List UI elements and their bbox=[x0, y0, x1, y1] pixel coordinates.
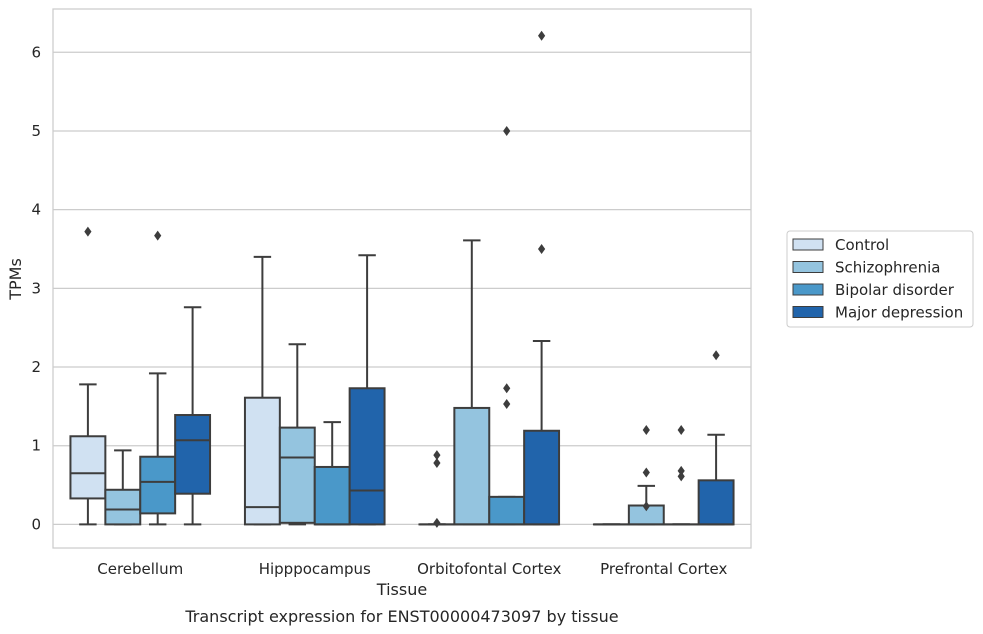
outlier-marker bbox=[677, 471, 685, 482]
box-bipolar-disorder-1 bbox=[313, 421, 351, 526]
x-axis-label: Tissue bbox=[376, 580, 427, 599]
box-major-depression-3 bbox=[697, 350, 735, 526]
box-body bbox=[313, 465, 351, 526]
chart-caption: Transcript expression for ENST0000047309… bbox=[184, 607, 618, 626]
y-tick-label: 1 bbox=[31, 437, 41, 455]
outlier-marker bbox=[538, 30, 546, 41]
y-tick-label: 5 bbox=[31, 122, 41, 140]
box-bipolar-disorder-3 bbox=[662, 424, 700, 526]
legend-swatch bbox=[792, 306, 824, 318]
x-tick-label: Cerebellum bbox=[97, 560, 183, 578]
legend-frame bbox=[786, 230, 974, 328]
outlier-marker bbox=[503, 125, 511, 136]
outlier-marker bbox=[677, 424, 685, 435]
box-body bbox=[139, 455, 177, 515]
box-control-2 bbox=[418, 450, 456, 528]
box-schizophrenia-3 bbox=[627, 424, 665, 526]
outlier-marker bbox=[433, 458, 441, 469]
tick-labels: 0 1 2 3 4 5 6 Cerebellum Hipppocampus Orbitofonta… bbox=[31, 43, 727, 578]
gridlines bbox=[53, 51, 751, 526]
outlier-marker bbox=[642, 424, 650, 435]
outlier-marker bbox=[154, 230, 162, 241]
outlier-marker bbox=[433, 517, 441, 528]
box-body bbox=[278, 426, 316, 524]
y-tick-label: 3 bbox=[31, 279, 41, 297]
plot-frame bbox=[52, 8, 752, 549]
box-major-depression-1 bbox=[348, 254, 386, 526]
x-tick-label: Prefrontal Cortex bbox=[600, 560, 727, 578]
legend-swatch bbox=[792, 283, 824, 296]
box-body bbox=[348, 387, 386, 526]
box-bipolar-disorder-0 bbox=[139, 230, 177, 526]
outlier-marker bbox=[503, 399, 511, 410]
outlier-marker bbox=[642, 501, 650, 512]
y-tick-label: 4 bbox=[31, 201, 41, 219]
box-body bbox=[69, 435, 107, 500]
outlier-marker bbox=[503, 383, 511, 394]
legend: Control Schizophrenia Bipolar disorder Majo… bbox=[786, 230, 974, 328]
x-tick-label: Orbitofontal Cortex bbox=[417, 560, 561, 578]
outlier-marker bbox=[84, 226, 92, 237]
outlier-marker bbox=[677, 465, 685, 476]
box-schizophrenia-0 bbox=[104, 449, 142, 526]
legend-label: Schizophrenia bbox=[835, 259, 940, 277]
x-tick-label: Hipppocampus bbox=[259, 560, 371, 578]
box-body bbox=[243, 396, 281, 526]
box-control-1 bbox=[243, 255, 281, 526]
boxes-layer bbox=[69, 30, 735, 528]
outlier-marker bbox=[433, 450, 441, 461]
legend-label: Bipolar disorder bbox=[835, 281, 955, 299]
box-major-depression-2 bbox=[523, 30, 561, 526]
box-body bbox=[488, 495, 526, 526]
box-body bbox=[697, 479, 735, 526]
box-body bbox=[523, 429, 561, 526]
outlier-marker bbox=[712, 350, 720, 361]
y-axis-label: TPMs bbox=[6, 258, 25, 301]
box-major-depression-0 bbox=[174, 306, 212, 526]
y-tick-label: 0 bbox=[31, 515, 41, 533]
legend-swatch bbox=[792, 238, 824, 251]
box-body bbox=[453, 406, 491, 526]
box-body bbox=[174, 414, 212, 495]
legend-swatch bbox=[792, 261, 824, 273]
box-schizophrenia-1 bbox=[278, 343, 316, 526]
y-tick-label: 6 bbox=[31, 43, 41, 61]
box-bipolar-disorder-2 bbox=[488, 125, 526, 526]
outlier-marker bbox=[642, 467, 650, 478]
box-schizophrenia-2 bbox=[453, 239, 491, 526]
y-tick-label: 2 bbox=[31, 358, 41, 376]
outlier-marker bbox=[538, 243, 546, 254]
box-control-0 bbox=[69, 226, 107, 526]
legend-label: Major depression bbox=[835, 304, 963, 322]
box-body bbox=[104, 488, 142, 526]
legend-label: Control bbox=[835, 236, 889, 254]
